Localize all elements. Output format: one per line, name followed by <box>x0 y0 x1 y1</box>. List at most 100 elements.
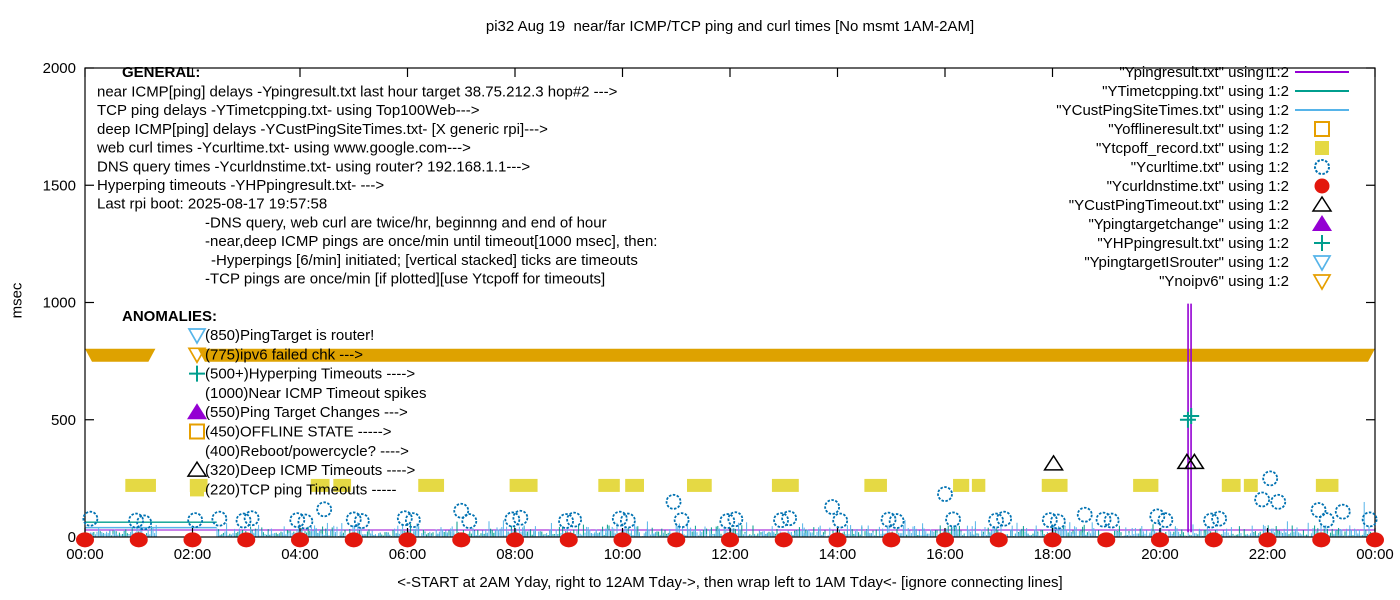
dns-point <box>667 532 686 548</box>
curl-point <box>297 513 314 530</box>
general-line: deep ICMP[ping] delays -YCustPingSiteTim… <box>97 121 548 138</box>
legend-label: "Ytcpoff_record.txt" using 1:2 <box>1096 140 1289 157</box>
curl-point <box>937 486 953 502</box>
tcpoff-square <box>1315 478 1339 492</box>
legend-entry: "Ypingresult.txt" using 1:2 <box>1119 64 1349 81</box>
curl-point <box>461 513 478 529</box>
x-tick-label: 06:00 <box>389 546 427 563</box>
y-tick-label: 1000 <box>43 295 76 312</box>
curl-point <box>611 510 628 527</box>
curl-point <box>243 510 260 527</box>
dns-point <box>506 532 524 548</box>
tri-up-fill-icon <box>187 403 207 420</box>
dns-point <box>613 532 632 548</box>
dns-point <box>398 532 417 548</box>
x-tick-label: 12:00 <box>711 546 749 563</box>
x-tick-label: 02:00 <box>174 546 212 563</box>
curl-point <box>1049 513 1066 530</box>
tri-up-open-icon <box>186 460 208 477</box>
curl-point <box>1270 493 1287 510</box>
sq-fill-icon <box>190 482 204 497</box>
dns-point <box>452 532 471 548</box>
dns-point <box>129 532 148 548</box>
curl-point <box>781 510 798 527</box>
dns-point <box>1043 532 1062 548</box>
legend-entry: "Ycurldnstime.txt" using 1:2 <box>1107 178 1330 195</box>
dns-point <box>1097 532 1116 548</box>
deep-icmp-timeout-point <box>1043 454 1064 471</box>
anomalies-heading: ANOMALIES: <box>122 308 217 325</box>
tcpoff-square <box>310 478 330 492</box>
curl-point <box>773 512 789 529</box>
dns-point <box>344 532 363 548</box>
tcpoff-square <box>953 478 970 492</box>
legend-label: "Ypingresult.txt" using 1:2 <box>1119 64 1289 81</box>
legend-entry: "YCustPingSiteTimes.txt" using 1:2 <box>1056 102 1349 119</box>
dns-point <box>76 532 94 548</box>
curl-point <box>396 510 413 527</box>
x-tick-label: 20:00 <box>1141 546 1179 563</box>
y-tick-label: 0 <box>68 529 76 546</box>
chart-title: pi32 Aug 19 near/far ICMP/TCP ping and c… <box>485 18 975 35</box>
x-axis-label: <-START at 2AM Yday, right to 12AM Tday-… <box>397 574 1063 591</box>
tcpoff-square <box>333 478 352 492</box>
dns-point <box>1204 532 1223 548</box>
dns-point <box>989 532 1008 548</box>
general-line: -DNS query, web curl are twice/hr, begin… <box>205 214 607 231</box>
curl-point <box>136 514 153 531</box>
legend-entry: "YHPpingresult.txt" using 1:2 <box>1097 235 1330 252</box>
general-line: DNS query times -Ycurldnstime.txt- using… <box>97 158 530 175</box>
curl-point <box>1318 512 1335 529</box>
dns-point <box>828 532 847 548</box>
legend-label: "YHPpingresult.txt" using 1:2 <box>1097 235 1289 252</box>
x-tick-label: 08:00 <box>496 546 534 563</box>
general-line: -near,deep ICMP pings are once/min until… <box>205 233 657 250</box>
legend: "Ypingresult.txt" using 1:2 "YTimetcpping… <box>1056 64 1349 291</box>
legend-label: "YTimetcpping.txt" using 1:2 <box>1102 83 1289 100</box>
curl-point <box>316 501 333 518</box>
anomaly-line: (400)Reboot/powercycle? ----> <box>205 443 409 460</box>
dns-point <box>1151 532 1169 548</box>
curl-point <box>504 511 521 528</box>
sq-fill-icon <box>1315 141 1329 155</box>
curl-point <box>619 512 636 529</box>
dns-point <box>1258 532 1277 548</box>
dns-point <box>291 532 309 548</box>
legend-entry: "Ycurltime.txt" using 1:2 <box>1131 159 1330 176</box>
curl-point <box>888 513 905 529</box>
general-line: near ICMP[ping] delays -Ypingresult.txt … <box>97 84 618 101</box>
curl-point <box>1254 491 1271 508</box>
noipv6-band <box>85 348 156 362</box>
dns-point <box>559 532 578 548</box>
curl-series <box>82 470 1378 531</box>
tcpoff-square <box>509 478 538 492</box>
legend-label: "Ycurltime.txt" using 1:2 <box>1131 159 1289 176</box>
curl-point <box>832 512 849 529</box>
anomaly-line: (450)OFFLINE STATE -----> <box>205 424 392 441</box>
dns-point <box>882 532 901 548</box>
curl-point <box>880 511 897 528</box>
legend-label: "YCustPingTimeout.txt" using 1:2 <box>1069 197 1289 214</box>
curl-point <box>345 511 362 528</box>
legend-label: "Ypingtargetchange" using 1:2 <box>1088 216 1289 233</box>
dns-series <box>76 532 1384 548</box>
legend-label: "Ycurldnstime.txt" using 1:2 <box>1107 178 1289 195</box>
curl-point <box>988 512 1004 529</box>
x-tick-label: 22:00 <box>1249 546 1287 563</box>
hyperping-timeout-point <box>1179 411 1196 428</box>
curl-point <box>1310 502 1327 518</box>
legend-label: "YpingtargetISrouter" using 1:2 <box>1084 254 1289 271</box>
curl-point <box>719 513 736 529</box>
y-tick-label: 1500 <box>43 177 76 194</box>
curl-point <box>1334 503 1351 520</box>
legend-label: "YCustPingSiteTimes.txt" using 1:2 <box>1056 102 1289 119</box>
legend-label: "Ynoipv6" using 1:2 <box>1159 273 1289 290</box>
dns-point <box>1366 532 1384 548</box>
general-line: Hyperping timeouts -YHPpingresult.txt- -… <box>97 177 384 194</box>
curl-point <box>128 512 144 529</box>
curl-point <box>353 513 370 529</box>
tcpoff-square <box>418 478 445 492</box>
curl-point <box>945 511 961 528</box>
x-tick-label: 16:00 <box>926 546 964 563</box>
